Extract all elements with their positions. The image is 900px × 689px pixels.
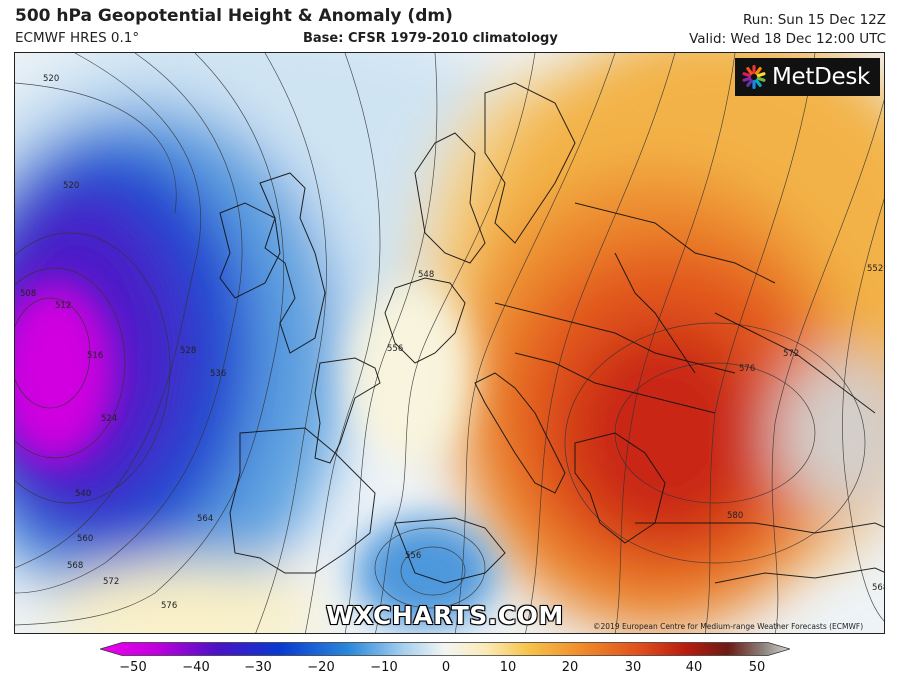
contour-label: 512 [55,301,71,311]
ecmwf-copyright: ©2019 European Centre for Medium-range W… [593,622,864,631]
contour-label: 508 [20,289,36,299]
contour-label: 560 [77,534,93,544]
contour-label: 580 [727,511,743,521]
colorbar-tick: 10 [499,660,517,675]
base-climatology-label: Base: CFSR 1979-2010 climatology [303,31,558,46]
colorbar-tick: 40 [685,660,703,675]
anomaly-map-canvas: 520 520 508 512 516 524 528 536 540 560 … [15,53,885,633]
run-time-label: Run: Sun 15 Dec 12Z [742,12,886,28]
colorbar-tick: 30 [624,660,642,675]
contour-label: 516 [87,351,103,361]
metdesk-logo: MetDesk [735,58,880,96]
contour-label: 576 [161,601,177,611]
contour-label: 536 [210,369,226,379]
anomaly-colorbar [100,642,790,656]
valid-time-label: Valid: Wed 18 Dec 12:00 UTC [689,31,886,47]
colorbar-tick: 0 [441,660,451,675]
colorbar-tick: −40 [182,660,210,675]
contour-label: 576 [739,364,755,374]
colorbar-tick: −20 [307,660,335,675]
contour-label: 528 [180,346,196,356]
wxcharts-watermark: WXCHARTS.COM [326,601,564,630]
colorbar-tick: 50 [748,660,766,675]
colorbar-tick: −10 [370,660,398,675]
contour-label: 572 [783,349,799,359]
anomaly-map: 520 520 508 512 516 524 528 536 540 560 … [14,52,885,634]
colorbar-tick-labels: −50 −40 −30 −20 −10 0 10 20 30 40 50 [0,660,900,680]
contour-label: 520 [43,74,59,84]
contour-label: 568 [67,561,83,571]
contour-label: 540 [75,489,91,499]
model-label: ECMWF HRES 0.1° [15,30,140,46]
contour-label: 556 [387,344,403,354]
contour-label: 564 [197,514,213,524]
contour-label: 568 [872,583,885,593]
colorbar-tick: −30 [244,660,272,675]
metdesk-logo-icon [742,65,766,89]
colorbar-tick: −50 [119,660,147,675]
contour-label: 556 [405,551,421,561]
contour-label: 548 [418,270,434,280]
contour-label: 572 [103,577,119,587]
contour-label: 552 [867,264,883,274]
colorbar-tick: 20 [561,660,579,675]
contour-label: 524 [101,414,117,424]
contour-label: 520 [63,181,79,191]
metdesk-logo-text: MetDesk [772,64,871,90]
chart-title: 500 hPa Geopotential Height & Anomaly (d… [15,6,453,26]
